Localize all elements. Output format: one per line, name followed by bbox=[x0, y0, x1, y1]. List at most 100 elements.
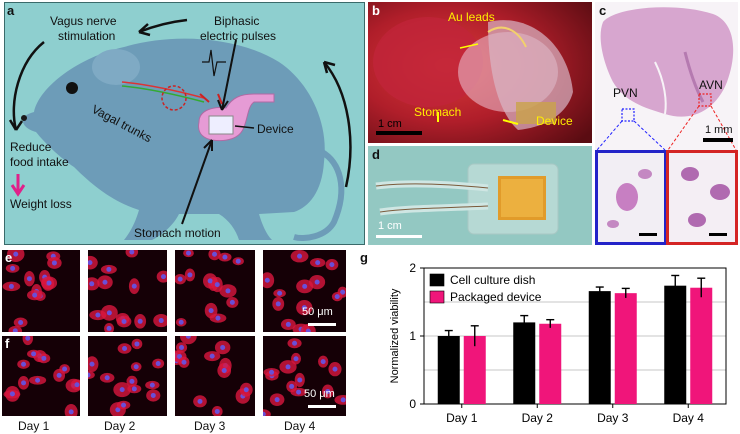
cell-nucleus bbox=[106, 325, 112, 331]
cell-nucleus bbox=[334, 294, 340, 300]
cell-nucleus bbox=[332, 366, 338, 372]
cell-nucleus bbox=[122, 346, 128, 352]
panel-e-scale-label: 50 μm bbox=[302, 306, 333, 318]
cell-nucleus bbox=[119, 387, 125, 393]
cell-nucleus bbox=[225, 288, 231, 294]
mouse-eye bbox=[66, 82, 78, 94]
panel-f: f 50 μm bbox=[2, 336, 346, 416]
cell-nucleus bbox=[21, 361, 27, 367]
cell-nucleus bbox=[187, 272, 193, 278]
cell-nucleus bbox=[35, 377, 41, 383]
au-leads-label: Au leads bbox=[448, 10, 495, 24]
cell-nucleus bbox=[178, 319, 184, 325]
cell-nucleus bbox=[229, 299, 235, 305]
cell-nucleus bbox=[220, 344, 226, 350]
cell-nucleus bbox=[155, 361, 161, 367]
cell-nucleus bbox=[285, 321, 291, 327]
cell-image-e-day4 bbox=[263, 250, 346, 332]
cell-cluster bbox=[88, 338, 165, 416]
cell-nucleus bbox=[121, 402, 127, 408]
cell-body bbox=[88, 370, 95, 379]
weight-label: Weight loss bbox=[10, 197, 72, 211]
cell-nucleus bbox=[296, 389, 302, 395]
legend-swatch bbox=[429, 290, 445, 304]
cell-body bbox=[180, 336, 197, 345]
cell-nucleus bbox=[88, 372, 91, 378]
cell-nucleus bbox=[340, 289, 346, 295]
panel-e-scale-bar bbox=[308, 323, 336, 326]
device-label: Device bbox=[257, 122, 294, 136]
cell-image-f-day3 bbox=[175, 336, 255, 416]
cell-nucleus bbox=[149, 382, 155, 388]
legend-label: Cell culture dish bbox=[450, 273, 535, 287]
cell-nucleus bbox=[305, 328, 311, 332]
cell-nucleus bbox=[89, 361, 95, 367]
reduce-label-2: food intake bbox=[10, 155, 69, 169]
y-tick-label: 0 bbox=[409, 397, 416, 411]
cell-nucleus bbox=[277, 290, 283, 296]
cell-nucleus bbox=[115, 407, 121, 413]
panel-f-scale-label: 50 μm bbox=[304, 388, 335, 400]
cell-nucleus bbox=[106, 266, 112, 272]
cell-nucleus bbox=[207, 278, 213, 284]
motion-label: Stomach motion bbox=[134, 226, 221, 240]
cell-nucleus bbox=[131, 386, 137, 392]
panel-d-photo bbox=[368, 146, 592, 245]
pvn-label: PVN bbox=[613, 86, 638, 100]
cell-cluster bbox=[2, 250, 62, 332]
cell-nucleus bbox=[10, 265, 16, 271]
cell-nucleus bbox=[314, 279, 320, 285]
mouse-body bbox=[22, 38, 325, 240]
cell-nucleus bbox=[21, 380, 27, 386]
cell-nucleus bbox=[41, 355, 47, 361]
panel-f-letter: f bbox=[5, 336, 10, 351]
viability-chart: 0 1 2 Normalized viability Day 1 Day 2 Day 3 Da… bbox=[389, 261, 727, 425]
cell-nucleus bbox=[325, 388, 331, 394]
cell-nucleus bbox=[212, 251, 218, 257]
panel-b-photo bbox=[368, 2, 592, 143]
cell-nucleus bbox=[285, 364, 291, 370]
cell-nucleus bbox=[340, 397, 346, 403]
cell-cluster bbox=[175, 250, 244, 327]
cell-nucleus bbox=[264, 277, 270, 283]
cell-nucleus bbox=[215, 315, 221, 321]
cell-nucleus bbox=[25, 336, 31, 341]
cell-nucleus bbox=[32, 292, 38, 298]
cell-nucleus bbox=[177, 276, 183, 282]
cell-nucleus bbox=[235, 258, 241, 264]
day-label-3: Day 3 bbox=[194, 419, 226, 433]
bar-dish bbox=[664, 285, 687, 404]
cell-nucleus bbox=[121, 319, 127, 325]
bar-dish bbox=[513, 322, 536, 404]
cell-nucleus bbox=[18, 319, 24, 325]
cell-nucleus bbox=[275, 301, 281, 307]
cell-nucleus bbox=[181, 359, 187, 365]
cell-nucleus bbox=[13, 251, 19, 257]
device-photo-label: Device bbox=[536, 114, 573, 128]
cell-nucleus bbox=[297, 377, 303, 383]
cell-image-f-day2 bbox=[88, 336, 167, 416]
y-axis-label: Normalized viability bbox=[389, 288, 401, 383]
cell-nucleus bbox=[320, 359, 326, 365]
cell-nucleus bbox=[9, 391, 15, 397]
cell-nucleus bbox=[26, 276, 32, 282]
cell-image-f-day1 bbox=[2, 336, 80, 416]
cell-nucleus bbox=[129, 378, 135, 384]
cell-nucleus bbox=[74, 382, 80, 388]
panel-d: d 1 cm bbox=[368, 146, 592, 245]
cell-nucleus bbox=[269, 369, 275, 375]
cell-nucleus bbox=[263, 411, 266, 416]
cell-nucleus bbox=[150, 392, 156, 398]
cell-nucleus bbox=[88, 260, 93, 266]
cell-nucleus bbox=[62, 366, 68, 372]
panel-c: c PVN AVN 1 mm bbox=[595, 2, 738, 245]
cell-cluster bbox=[88, 250, 167, 332]
x-tick-label: Day 4 bbox=[673, 411, 705, 425]
day-label-4: Day 4 bbox=[284, 419, 316, 433]
vagus-label-2: stimulation bbox=[58, 29, 116, 43]
reduce-label-1: Reduce bbox=[10, 140, 52, 154]
cell-nucleus bbox=[329, 262, 335, 268]
cell-nucleus bbox=[293, 356, 299, 362]
cell-nucleus bbox=[243, 387, 249, 393]
cell-nucleus bbox=[137, 318, 143, 324]
